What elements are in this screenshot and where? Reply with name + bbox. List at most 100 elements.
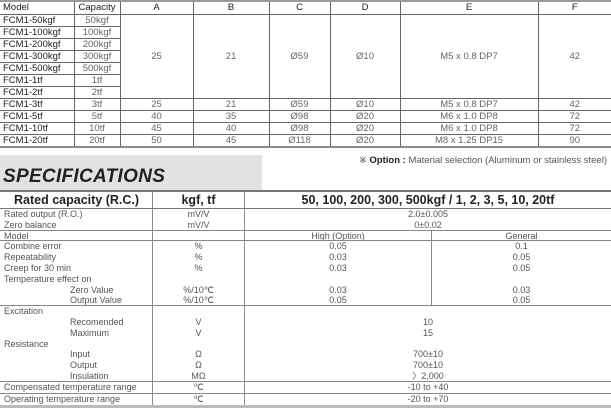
- spec-value: 15: [422, 327, 433, 338]
- spec-row: Insulation MΩ 〉2,000: [0, 370, 611, 382]
- spec-unit: V: [153, 316, 245, 328]
- spec-unit: Ω: [153, 349, 245, 361]
- spec-unit: kgf, tf: [153, 192, 245, 208]
- spec-label: Temperature effect on: [0, 273, 153, 285]
- spec-value: -10 to +40: [407, 381, 449, 392]
- spec-unit: [153, 273, 245, 285]
- spec-value: 50, 100, 200, 300, 500kgf / 1, 2, 3, 5, …: [301, 193, 555, 207]
- f-cell: 90: [537, 133, 611, 148]
- spec-row: Maximum V 15: [0, 327, 611, 339]
- c-cell: Ø118: [268, 133, 331, 148]
- spec-unit: Ω: [153, 360, 245, 371]
- spec-row: Operating temperature range ℃ -20 to +70: [0, 393, 611, 408]
- b-cell: 21: [192, 13, 270, 99]
- b-cell: 45: [192, 133, 270, 148]
- spec-row: Excitation: [0, 306, 611, 317]
- capacity-cell: 20tf: [73, 133, 121, 148]
- e-cell: M6 x 1.0 DP8: [399, 121, 539, 135]
- spec-value: [245, 306, 611, 317]
- b-cell: 35: [192, 109, 270, 123]
- spec-unit: V: [153, 327, 245, 339]
- spec-label: Operating temperature range: [0, 393, 153, 405]
- spec-unit: %: [153, 241, 245, 253]
- page-title: SPECIFICATIONS: [3, 166, 166, 187]
- spec-unit: MΩ: [153, 370, 245, 381]
- a-cell: 25: [119, 97, 194, 111]
- table-header: Model Capacity A B C D E F: [0, 0, 611, 15]
- f-cell: 42: [537, 97, 611, 111]
- col-e: E: [399, 0, 539, 15]
- spec-general: [432, 274, 611, 285]
- f-cell: 72: [537, 121, 611, 135]
- a-cell: 25: [119, 13, 194, 99]
- spec-unit: ℃: [153, 393, 245, 405]
- table-row: FCM1-5tf 5tf 40 35 Ø98 Ø20 M6 x 1.0 DP8 72: [0, 109, 611, 123]
- capacity-cell: 5tf: [73, 109, 121, 123]
- spec-value: 0±0.02: [414, 219, 442, 230]
- capacity-cell: 300kgf: [73, 49, 120, 63]
- spec-unit: %: [153, 262, 245, 274]
- d-cell: Ø10: [329, 97, 401, 111]
- spec-general: 0.05: [512, 295, 531, 306]
- capacity-cell: 50kgf: [73, 13, 121, 27]
- note-label: Option :: [369, 155, 406, 166]
- spec-unit: %/10℃: [153, 284, 245, 296]
- spec-unit: ℃: [153, 381, 245, 393]
- table-row: FCM1-3tf 3tf 25 21 Ø59 Ø10 M5 x 0.8 DP7 42: [0, 97, 611, 111]
- spec-high: 0.03: [245, 262, 432, 274]
- spec-label: Maximum: [0, 327, 153, 339]
- spec-row: Output Value %/10℃ 0.05 0.05: [0, 295, 611, 307]
- spec-label: Combine error: [0, 241, 153, 253]
- spec-high: High (Option): [245, 230, 432, 241]
- spec-high: [245, 273, 432, 285]
- spec-value: -20 to +70: [407, 393, 449, 404]
- spec-label: Resistance: [0, 338, 153, 350]
- spec-row: Temperature effect on: [0, 273, 611, 285]
- c-cell: Ø59: [268, 97, 331, 111]
- col-capacity: Capacity: [73, 0, 121, 15]
- e-cell: M5 x 0.8 DP7: [399, 97, 539, 111]
- col-f: F: [537, 0, 611, 15]
- d-cell: Ø20: [329, 121, 401, 135]
- spec-label: Excitation: [0, 306, 153, 317]
- model-cell: FCM1-20tf: [0, 133, 75, 148]
- specifications-table: Rated capacity (R.C.) kgf, tf 50, 100, 200…: [0, 190, 611, 408]
- spec-row: Zero Value %/10℃ 0.03 0.03: [0, 284, 611, 296]
- spec-general: 0.05: [512, 262, 531, 273]
- model-cell: FCM1-100kgf: [0, 25, 75, 39]
- spec-label: Model: [0, 230, 153, 241]
- model-cell: FCM1-1tf: [0, 73, 75, 87]
- model-cell: FCM1-3tf: [0, 97, 75, 111]
- spec-general: General: [505, 230, 538, 241]
- spec-value: 2.0±0.005: [408, 209, 448, 219]
- spec-high: 0.03: [245, 252, 432, 263]
- model-cell: FCM1-2tf: [0, 85, 75, 99]
- model-cell: FCM1-200kgf: [0, 37, 75, 51]
- model-cell: FCM1-300kgf: [0, 49, 75, 63]
- table-row: FCM1-50kgf 50kgf 25 21 Ø59 Ø10 M5 x 0.8 …: [0, 13, 611, 99]
- spec-general: 0.1: [515, 241, 528, 252]
- capacity-cell: 3tf: [73, 97, 121, 111]
- spec-label: Output Value: [0, 295, 153, 306]
- capacity-cell: 2tf: [73, 85, 120, 99]
- table-row: FCM1-200kgf 200kgf: [0, 37, 611, 51]
- col-c: C: [268, 0, 331, 15]
- spec-label: Input: [0, 349, 153, 361]
- spec-label: Insulation: [0, 370, 153, 381]
- e-cell: M8 x 1.25 DP15: [399, 133, 539, 148]
- c-cell: Ø59: [268, 13, 331, 99]
- spec-label: Zero balance: [0, 219, 153, 230]
- d-cell: Ø20: [329, 133, 401, 148]
- spec-label: Recomended: [0, 316, 153, 328]
- spec-value: 700±10: [413, 360, 443, 371]
- spec-general: 0.03: [512, 284, 531, 295]
- col-d: D: [329, 0, 401, 15]
- col-a: A: [119, 0, 194, 15]
- spec-row: Recomended V 10: [0, 316, 611, 328]
- spec-label: Output: [0, 360, 153, 371]
- spec-unit: mV/V: [153, 219, 245, 230]
- table-row: FCM1-10tf 10tf 45 40 Ø98 Ø20 M6 x 1.0 DP8 72: [0, 121, 611, 135]
- spec-row: Resistance: [0, 338, 611, 350]
- spec-row: Model High (Option) General: [0, 230, 611, 242]
- table-row: FCM1-100kgf 100kgf: [0, 25, 611, 39]
